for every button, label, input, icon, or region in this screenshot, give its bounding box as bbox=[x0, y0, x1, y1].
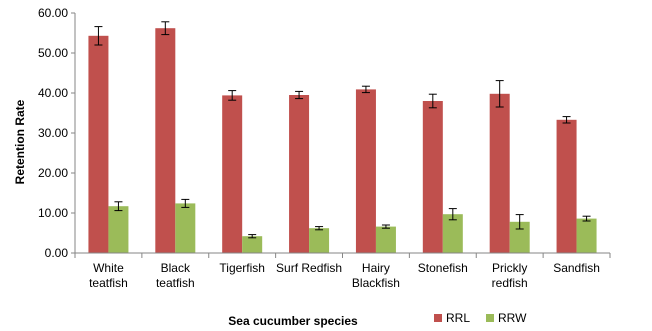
x-category-label-line: Sandfish bbox=[553, 261, 600, 275]
x-category-label-line: Blackfish bbox=[352, 276, 400, 290]
legend-label-rrl: RRL bbox=[446, 311, 470, 325]
x-category-label-line: Stonefish bbox=[418, 261, 468, 275]
x-category-label: Surf Redfish bbox=[276, 261, 342, 275]
bar-rrl bbox=[355, 89, 376, 254]
x-category-label-line: Black bbox=[161, 261, 191, 275]
x-category-label-line: redfish bbox=[492, 276, 528, 290]
y-tick-label: 30.00 bbox=[38, 126, 68, 140]
y-tick-label: 50.00 bbox=[38, 46, 68, 60]
y-tick-label: 40.00 bbox=[38, 86, 68, 100]
x-category-label-line: White bbox=[93, 261, 124, 275]
bar-rrl bbox=[222, 95, 243, 254]
bar-rrw bbox=[509, 221, 530, 253]
bar-rrw bbox=[375, 226, 396, 253]
x-category-label: Sandfish bbox=[553, 261, 600, 275]
x-category-label-line: Prickly bbox=[492, 261, 527, 275]
x-category-label: Tigerfish bbox=[219, 261, 265, 275]
bar-rrl bbox=[155, 28, 176, 254]
bar-rrl bbox=[289, 95, 310, 253]
x-category-label-line: Hairy bbox=[362, 261, 390, 275]
bars-layer bbox=[88, 28, 597, 254]
x-category-label-line: Tigerfish bbox=[219, 261, 265, 275]
legend-label-rrw: RRW bbox=[498, 311, 527, 325]
x-category-label-line: teatfish bbox=[89, 276, 128, 290]
y-axis-title: Retention Rate bbox=[13, 99, 27, 184]
legend-swatch-rrw bbox=[486, 314, 494, 322]
x-category-label: Stonefish bbox=[418, 261, 468, 275]
bar-rrw bbox=[442, 214, 463, 253]
x-category-label-line: Surf Redfish bbox=[276, 261, 342, 275]
y-tick-label: 10.00 bbox=[38, 206, 68, 220]
bar-rrl bbox=[422, 101, 443, 253]
bar-rrw bbox=[242, 236, 263, 253]
legend-swatch-rrl bbox=[434, 314, 442, 322]
y-tick-label: 0.00 bbox=[45, 246, 69, 260]
x-category-label: Prickly redfish bbox=[492, 261, 528, 290]
bar-rrw bbox=[175, 203, 196, 253]
x-axis-title: Sea cucumber species bbox=[228, 314, 358, 328]
x-category-label: White teatfish bbox=[89, 261, 128, 290]
bar-rrl bbox=[88, 35, 109, 253]
y-tick-label: 20.00 bbox=[38, 166, 68, 180]
bar-rrw bbox=[309, 228, 330, 253]
bar-rrl bbox=[556, 119, 577, 253]
axes-layer bbox=[74, 13, 611, 258]
x-category-label: Black teatfish bbox=[156, 261, 195, 290]
x-category-label: Hairy Blackfish bbox=[352, 261, 400, 290]
legend: RRL RRW bbox=[434, 311, 527, 325]
y-axis-ticks: 0.00 10.00 20.00 30.00 40.00 50.00 60.00 bbox=[38, 6, 75, 260]
bar-rrw bbox=[576, 218, 597, 253]
error-bars-layer bbox=[94, 21, 591, 239]
bar-rrw bbox=[108, 206, 129, 253]
x-category-label-line: teatfish bbox=[156, 276, 195, 290]
y-tick-label: 60.00 bbox=[38, 6, 68, 20]
bar-rrl bbox=[489, 93, 510, 253]
